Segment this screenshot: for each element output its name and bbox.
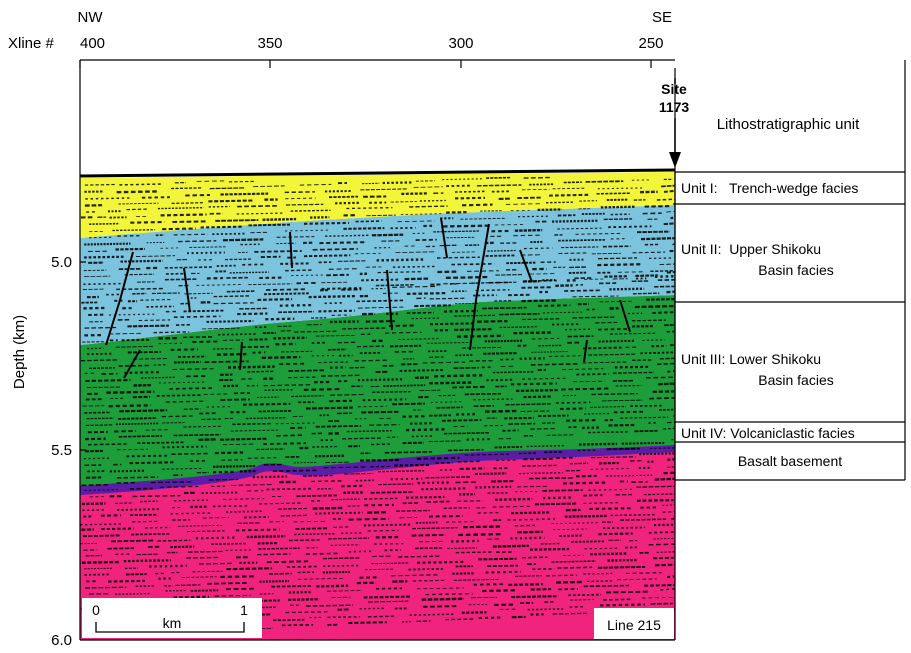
line-label-box: Line 215 [594, 608, 674, 639]
scale-bar-unit: km [163, 615, 182, 631]
scale-bar-start: 0 [92, 602, 100, 618]
unit-4-label: Unit IV: Volcaniclastic facies [681, 425, 855, 441]
line-label: Line 215 [607, 617, 661, 633]
unit-1-label: Unit I: Trench-wedge facies [681, 180, 858, 196]
xline-prefix: Xline # [8, 35, 55, 52]
faults [105, 217, 631, 379]
xline-tick-label-250: 250 [638, 35, 663, 52]
xline-tick-label-300: 300 [448, 35, 473, 52]
unit-3-layer [80, 295, 675, 486]
site-arrow-icon [669, 78, 681, 168]
seismic-section [80, 68, 675, 640]
unit-4-layer [80, 445, 675, 495]
litho-column [674, 60, 906, 481]
direction-se: SE [652, 9, 672, 26]
litho-column-title: Lithostratigraphic unit [717, 116, 860, 133]
xline-tick-label-400: 400 [80, 35, 105, 52]
direction-nw: NW [78, 9, 104, 26]
depth-tick-label-5-0: 5.0 [51, 254, 72, 271]
depth-axis-label: Depth (km) [11, 315, 28, 389]
unit-2-label-line2: Basin facies [758, 262, 833, 278]
unit-3-label: Unit III: Lower Shikoku [681, 351, 821, 367]
unit-3-label-line2: Basin facies [758, 372, 833, 388]
xline-axis [79, 59, 675, 68]
depth-tick-label-6-0: 6.0 [51, 632, 72, 649]
scale-bar-end: 1 [240, 602, 248, 618]
unit-2-label: Unit II: Upper Shikoku [681, 241, 821, 257]
depth-tick-label-5-5: 5.5 [51, 442, 72, 459]
unit-2-layer [80, 205, 675, 345]
seismic-reflectors [80, 176, 675, 635]
xline-tick-label-350: 350 [257, 35, 282, 52]
site-label: Site [661, 81, 687, 97]
site-number: 1173 [659, 99, 690, 115]
scale-bar: 0 1 km [82, 598, 262, 638]
basement-label: Basalt basement [738, 453, 842, 469]
depth-axis [80, 261, 86, 451]
